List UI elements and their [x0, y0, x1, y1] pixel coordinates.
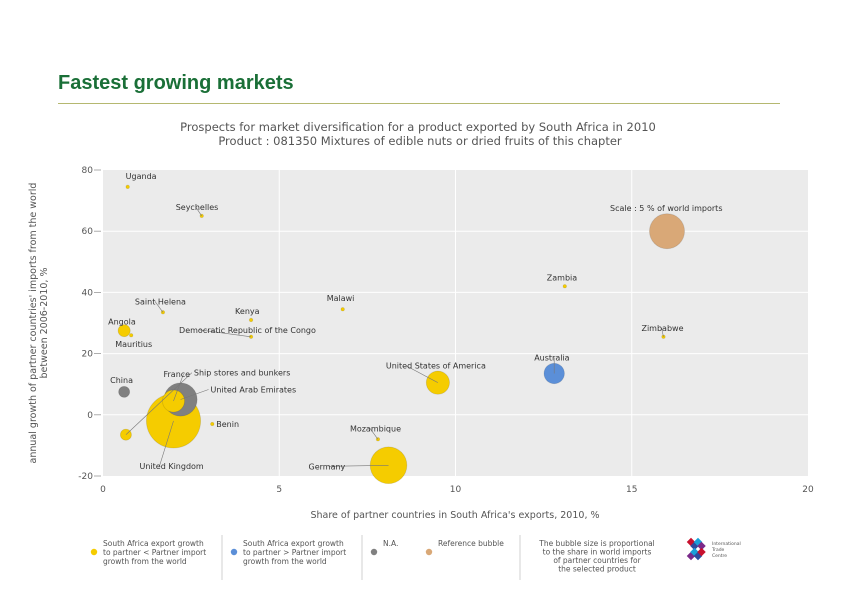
- leader-line: [661, 327, 664, 337]
- leader-line: [195, 206, 202, 217]
- legend-item-text: to partner > Partner import: [243, 548, 346, 557]
- bubble: [340, 307, 345, 312]
- logo-mark: [697, 541, 706, 551]
- x-axis-label: Share of partner countries in South Afri…: [310, 510, 599, 521]
- bubble-label: France: [164, 370, 191, 379]
- title-divider: [58, 103, 780, 104]
- leader-lines: [125, 206, 664, 467]
- x-tick-label: 20: [802, 485, 814, 495]
- bubble: [248, 317, 254, 323]
- page-title: Fastest growing markets: [58, 72, 294, 94]
- y-tick-label: 40: [82, 288, 94, 298]
- bubble-note-line: the selected product: [558, 565, 636, 574]
- leader-line: [405, 365, 439, 383]
- bubble-label: Australia: [534, 353, 569, 362]
- legend-item-text: South Africa export growth: [243, 539, 344, 548]
- bubble-labels: United Kingdom Germany United Arab Emirate…: [108, 172, 683, 471]
- y-axis-label-line: between 2006-2010, %: [39, 268, 50, 379]
- bubble: [125, 184, 130, 189]
- logo-text: Trade: [711, 547, 725, 553]
- leader-line: [154, 301, 164, 313]
- leader-line: [159, 420, 174, 467]
- bubble: [562, 284, 567, 289]
- legend-swatch: [230, 548, 238, 556]
- legend-item-text: growth from the world: [243, 557, 327, 566]
- logo-mark: [697, 547, 706, 557]
- bubble-label: Benin: [216, 420, 239, 429]
- y-tick-label: 0: [87, 411, 93, 421]
- bubble-label: Germany: [309, 462, 346, 471]
- chart-title: Prospects for market diversification for…: [180, 120, 656, 134]
- bubble-label: Malawi: [327, 294, 355, 303]
- bubble-label: Zambia: [547, 273, 577, 282]
- legend-item-text: to partner < Partner import: [103, 548, 206, 557]
- bubble-note-line: The bubble size is proportional: [538, 539, 655, 548]
- bubble-note-line: to the share in world imports: [543, 548, 652, 557]
- y-tick-label: -20: [78, 472, 93, 482]
- bubble-note-line: of partner countries for: [553, 556, 641, 565]
- x-tick-label: 10: [450, 485, 462, 495]
- legend-swatch: [90, 548, 98, 556]
- y-axis-label-line: annual growth of partner countries' impo…: [28, 183, 39, 464]
- leader-line: [173, 373, 184, 402]
- logo-text: International: [712, 541, 741, 547]
- x-tick-label: 0: [100, 485, 106, 495]
- bubble: [649, 213, 685, 250]
- bubble: [162, 389, 185, 413]
- bubble-label: Saint Helena: [135, 297, 186, 306]
- bubble-label: Seychelles: [176, 203, 219, 212]
- leader-line: [180, 389, 209, 400]
- scale-note: Scale : 5 % of world imports: [610, 204, 723, 213]
- legend-item-text: Reference bubble: [438, 539, 504, 548]
- logo-text: Centre: [712, 553, 727, 559]
- leader-line: [328, 464, 389, 467]
- y-tick-label: 80: [82, 166, 94, 176]
- x-tick-label: 5: [276, 485, 282, 495]
- legend-item-text: South Africa export growth: [103, 539, 204, 548]
- legend-item-text: growth from the world: [103, 557, 187, 566]
- bubble-label: Mozambique: [350, 424, 401, 433]
- legend-item-text: N.A.: [383, 539, 398, 548]
- bubble-label: United Kingdom: [140, 462, 204, 471]
- leader-line: [125, 372, 193, 435]
- legend-swatch: [425, 548, 433, 556]
- leader-line: [369, 428, 379, 440]
- bubble-label: China: [110, 376, 133, 385]
- axis-ticks: 0 5 10 15 20 -20 0 20 40 60 80: [78, 166, 814, 495]
- bubble: [129, 333, 134, 338]
- y-tick-label: 60: [82, 227, 94, 237]
- bubble-label: Angola: [108, 318, 136, 327]
- bubble-label: United States of America: [386, 362, 486, 371]
- legend-swatch: [370, 548, 378, 556]
- leader-line: [199, 329, 252, 338]
- bubble-label: Uganda: [126, 172, 157, 181]
- bubble: [210, 421, 215, 427]
- bubble-label: Zimbabwe: [641, 324, 683, 333]
- bubble: [118, 385, 131, 398]
- x-tick-label: 15: [626, 485, 637, 495]
- bubble-label: United Arab Emirates: [211, 386, 297, 395]
- bubble-label: Mauritius: [115, 340, 152, 349]
- bubble: [117, 324, 131, 338]
- bubble-label: Kenya: [235, 307, 260, 316]
- y-tick-label: 20: [82, 350, 94, 360]
- bubble-label: Democratic Republic of the Congo: [179, 326, 316, 335]
- y-axis-label: annual growth of partner countries' impo…: [28, 183, 50, 464]
- grid-lines: [103, 170, 808, 476]
- bubble-label: Ship stores and bunkers: [194, 369, 290, 378]
- chart-subtitle: Product : 081350 Mixtures of edible nuts…: [218, 134, 622, 148]
